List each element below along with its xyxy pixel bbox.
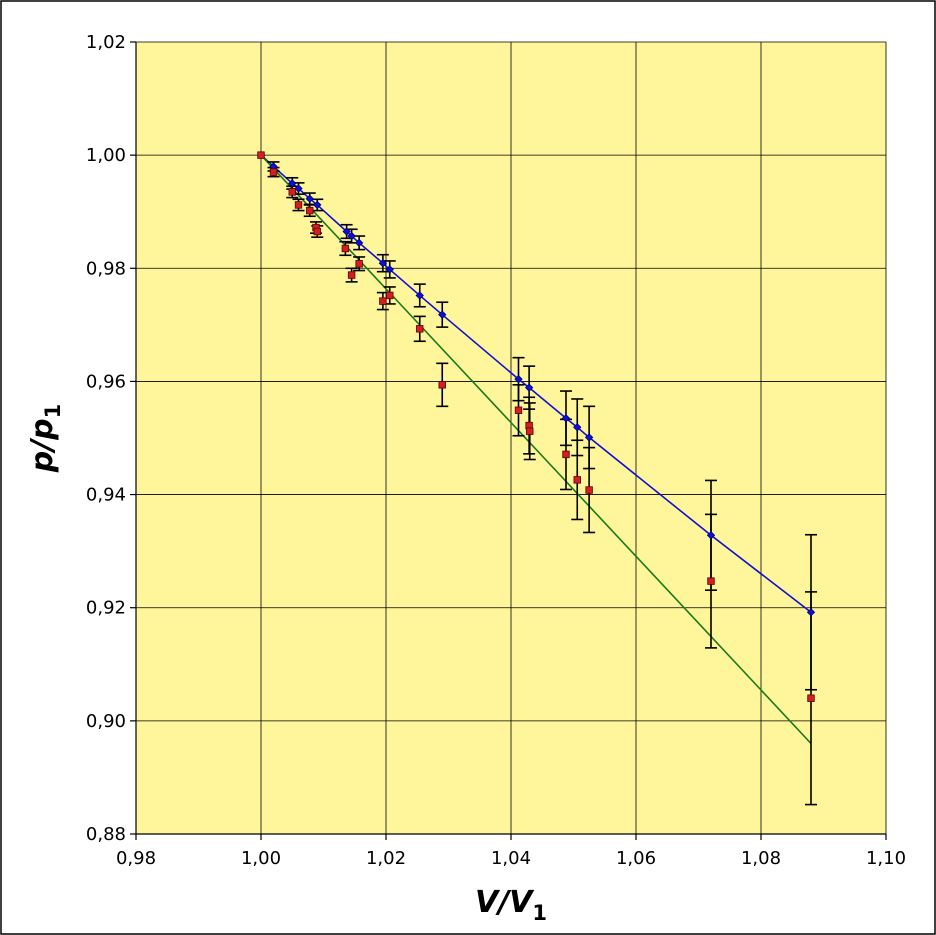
data-point-diamond [354,238,364,247]
data-point-square [562,450,570,459]
data-point-square [438,381,446,389]
data-point-square [355,260,363,268]
data-point-diamond [573,423,582,432]
y-tick-label: 0,96 [86,371,126,392]
data-point-square [269,168,278,176]
y-tick-label: 0,90 [86,711,126,732]
data-point-diamond [561,414,571,423]
data-point-square [386,291,394,300]
data-point-square [416,325,424,333]
data-point-diamond [524,383,534,392]
data-point-square [526,427,534,435]
x-tick-label: 1,02 [366,848,406,869]
data-point-diamond [514,375,523,384]
data-point-diamond [347,231,356,241]
x-axis-title-sub: 1 [532,901,547,925]
data-point-square [288,188,296,196]
marker-layer [256,150,816,702]
y-tick-label: 1,00 [86,145,126,166]
data-point-diamond [438,310,447,319]
tick-label-layer: 0,98 1,00 1,02 1,04 1,06 1,08 1,10 0,88 0,90 0,92… [86,32,906,869]
data-point-square [257,151,265,159]
data-point-square [313,227,321,236]
data-point-diamond [305,194,314,203]
y-tick-label: 1,02 [86,32,126,53]
y-axis-title-sub: 1 [41,404,65,419]
x-tick-label: 1,04 [491,848,531,869]
data-point-diamond [806,608,816,617]
data-point-square [514,406,523,414]
y-tick-label: 0,88 [86,824,126,845]
data-point-square [585,486,593,494]
x-tick-label: 1,06 [616,848,656,869]
data-point-diamond [415,291,424,300]
y-axis-title-main: p/p [25,418,60,473]
data-point-square [341,244,350,253]
data-point-diamond [294,184,303,193]
data-point-square [294,201,303,209]
data-point-square [573,476,581,484]
x-tick-label: 1,10 [866,848,906,869]
x-axis-title: V/V1 [475,885,547,925]
data-point-square [379,297,387,305]
grid-layer [135,41,887,835]
data-point-square [807,694,815,702]
data-point-square [707,577,715,585]
x-tick-label: 1,08 [741,848,781,869]
data-point-square [306,206,314,215]
y-tick-label: 0,98 [86,258,126,279]
data-point-diamond [342,227,351,236]
data-point-diamond [584,433,594,442]
data-point-diamond [385,265,394,274]
data-point-diamond [288,179,297,188]
x-tick-label: 1,00 [241,848,281,869]
y-tick-label: 0,94 [86,485,126,506]
x-axis-title-main: V/V [475,885,535,920]
data-point-square [347,271,356,279]
data-point-diamond [313,200,322,210]
y-axis-title: p/p1 [25,404,65,474]
series-green-fit-line [260,154,812,745]
axis-layer [130,41,887,840]
data-point-diamond [706,531,716,540]
x-tick-label: 0,98 [116,848,156,869]
y-tick-label: 0,92 [86,598,126,619]
data-point-diamond [378,259,388,268]
